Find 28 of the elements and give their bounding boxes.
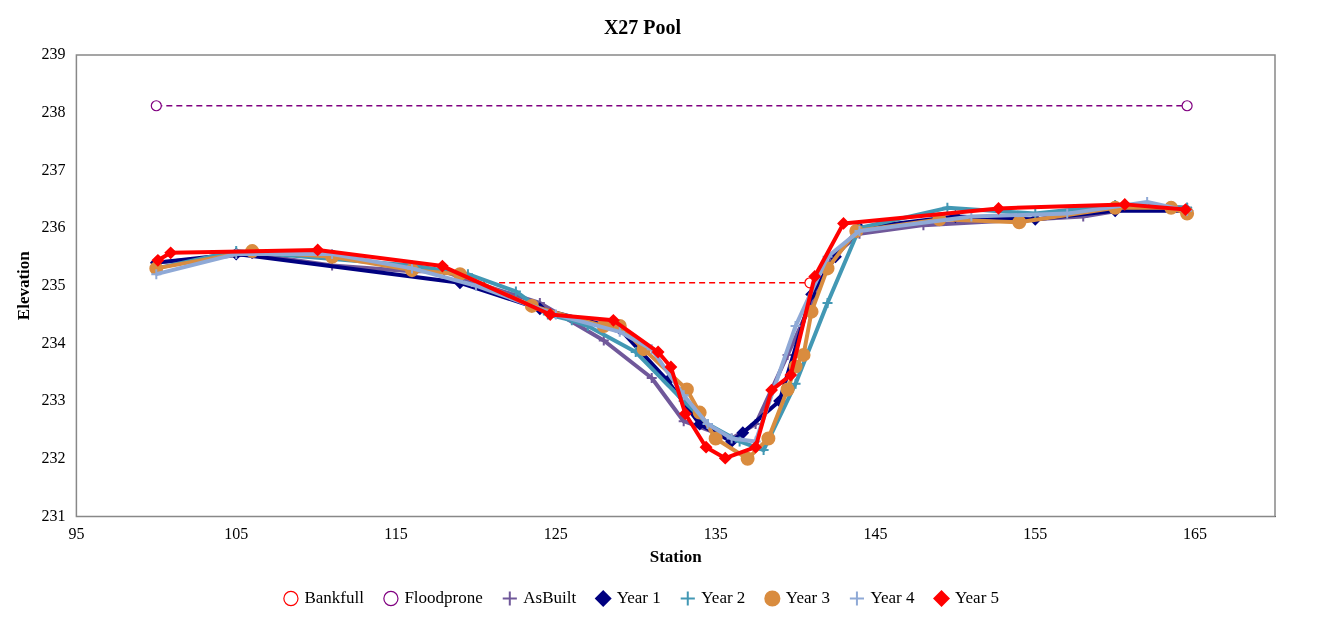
y-tick-label: 238 [41, 102, 66, 120]
legend-label: Floodprone [404, 587, 483, 607]
x-axis-title: Station [649, 547, 703, 567]
y-tick-label: 231 [41, 506, 66, 524]
chart-title: X27 Pool [603, 16, 682, 39]
x-tick-label: 115 [384, 525, 408, 543]
y-tick-label: 237 [41, 160, 66, 178]
y-tick-label: 232 [41, 448, 66, 466]
y-tick-label: 233 [41, 391, 66, 409]
x-tick-label: 125 [543, 525, 568, 543]
legend-label: Year 3 [785, 587, 830, 607]
legend-label: AsBuilt [523, 587, 577, 607]
legend-label: Year 4 [870, 587, 915, 607]
y-axis-title: Elevation [13, 250, 33, 321]
legend-label: Bankfull [304, 587, 365, 607]
y-tick-label: 234 [41, 333, 66, 351]
x-tick-label: 155 [1023, 525, 1048, 543]
x-tick-label: 95 [68, 525, 85, 543]
x-tick-label: 105 [224, 525, 249, 543]
y-tick-label: 235 [41, 275, 66, 293]
y-tick-label: 236 [41, 218, 66, 236]
x-tick-label: 165 [1183, 525, 1208, 543]
legend-label: Year 1 [616, 587, 661, 607]
y-tick-label: 239 [41, 45, 66, 63]
x-tick-label: 145 [863, 525, 888, 543]
x-tick-label: 135 [703, 525, 728, 543]
legend-label: Year 5 [955, 587, 1000, 607]
legend-label: Year 2 [701, 587, 746, 607]
